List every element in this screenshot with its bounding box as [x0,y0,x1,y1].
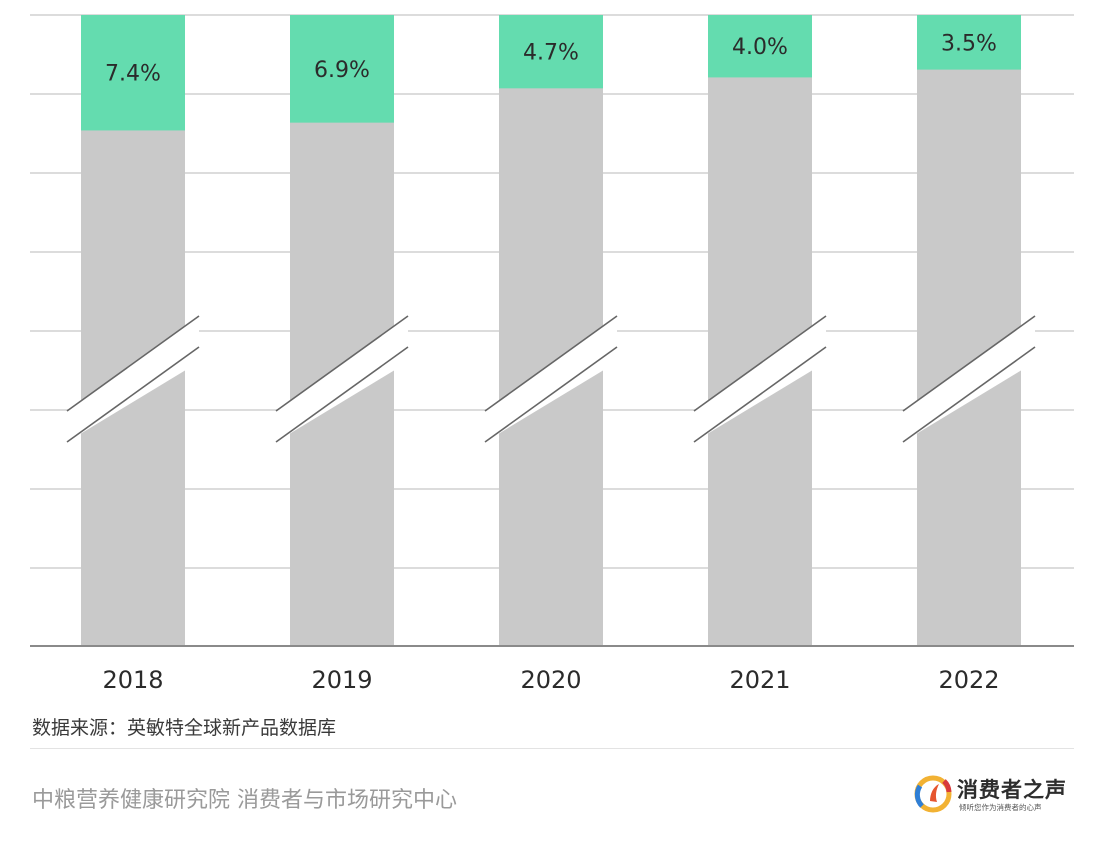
axis-break-marks [66,315,1036,443]
logo: 消费者之声 倾听您作为消费者的心声 [913,770,1078,818]
bars [81,15,1021,646]
logo-tagline: 倾听您作为消费者的心声 [959,803,1042,812]
axis-break-line [66,315,200,412]
bar-share-segment [81,15,185,131]
axis-break-line [275,315,409,412]
bar-remainder [708,15,812,646]
axis-break-line [693,346,827,443]
axis-break-line [275,346,409,443]
axis-break-band [903,316,1035,442]
organization-name: 中粮营养健康研究院 消费者与市场研究中心 [32,788,457,813]
x-axis-ticks: 2018 2019 2020 2021 2022 [102,666,999,694]
axis-break-line [66,346,200,443]
axis-break-line [902,315,1036,412]
axis-break-line [693,315,827,412]
axis-break-line [484,315,618,412]
bar-share-segment [499,15,603,89]
data-label: 4.0% [732,35,788,60]
axis-break-line [484,346,618,443]
bar-remainder [917,15,1021,646]
bar-share-segment [290,15,394,123]
data-labels: 7.4% 6.9% 4.7% 4.0% 3.5% [105,31,997,86]
x-tick-label: 2021 [729,666,790,694]
data-label: 3.5% [941,31,997,56]
axis-break-band [276,316,408,442]
data-source: 数据来源：英敏特全球新产品数据库 [32,717,337,739]
x-tick-label: 2018 [102,666,163,694]
bar-share-segment [708,15,812,78]
axis-break-band [694,316,826,442]
bar-chart: 7.4% 6.9% 4.7% 4.0% 3.5% 2018 2019 2020 2021 202… [30,14,1074,694]
logo-name: 消费者之声 [957,778,1067,802]
x-tick-label: 2020 [520,666,581,694]
data-label: 7.4% [105,62,161,87]
data-label: 4.7% [523,41,579,66]
data-label: 6.9% [314,58,370,83]
logo-emblem-icon [914,775,952,813]
bar-remainder [499,15,603,646]
footer-divider [30,748,1074,749]
x-tick-label: 2019 [311,666,372,694]
axis-break-band [485,316,617,442]
axis-break-band [67,316,199,442]
bar-share-segment [917,15,1021,70]
x-tick-label: 2022 [938,666,999,694]
axis-break-line [902,346,1036,443]
